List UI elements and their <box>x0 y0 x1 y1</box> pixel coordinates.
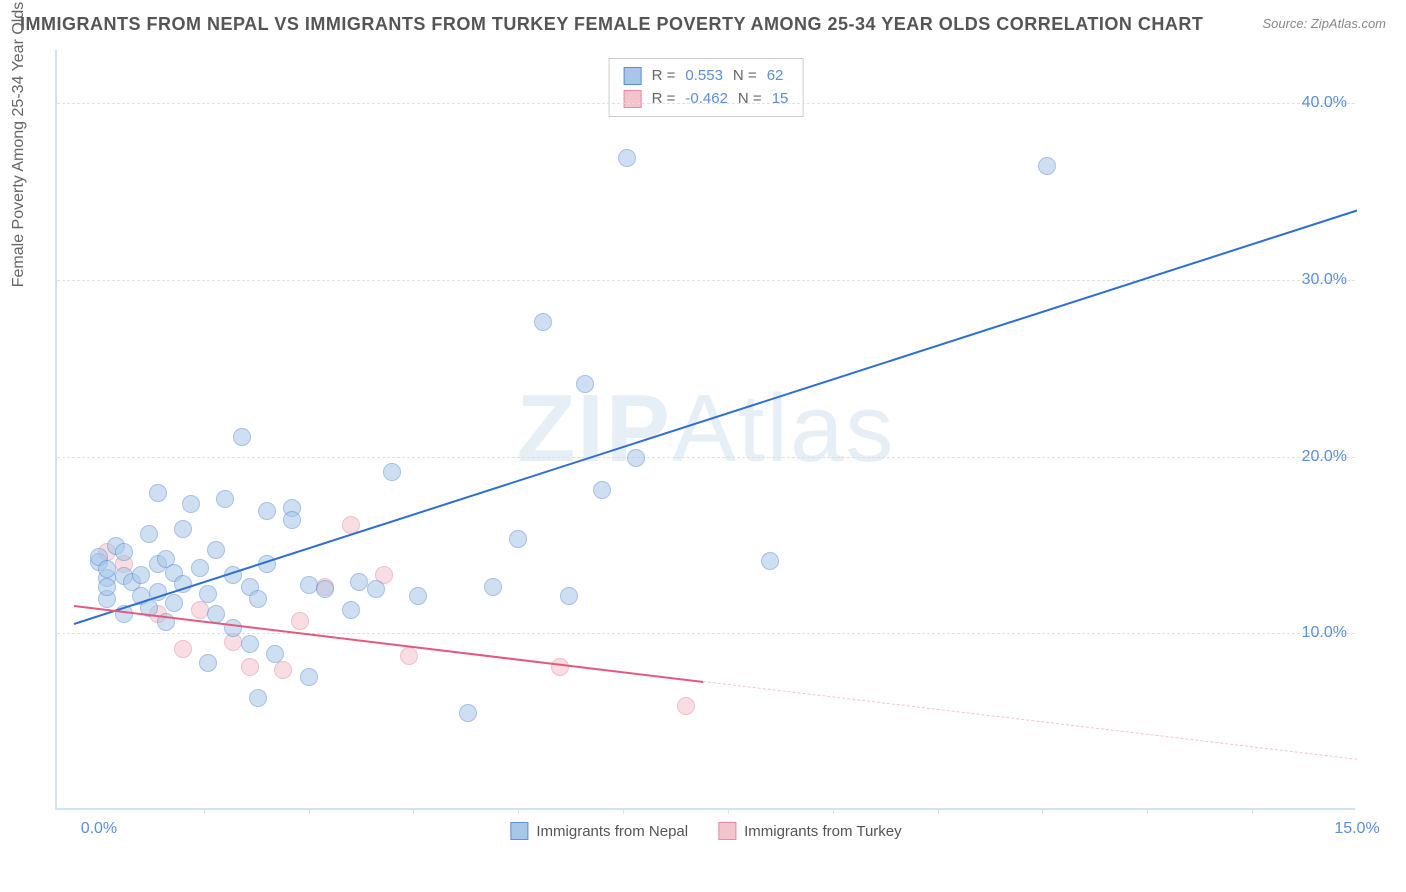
legend-swatch-nepal <box>624 67 642 85</box>
data-point-nepal <box>283 511 301 529</box>
x-tick <box>1147 808 1148 814</box>
data-point-nepal <box>576 375 594 393</box>
correlation-legend: R = 0.553 N = 62 R = -0.462 N = 15 <box>609 58 804 117</box>
y-tick-label: 10.0% <box>1302 624 1347 642</box>
legend-row-turkey: R = -0.462 N = 15 <box>624 88 789 111</box>
data-point-turkey <box>400 647 418 665</box>
legend-swatch-turkey-icon <box>718 822 736 840</box>
data-point-nepal <box>300 668 318 686</box>
data-point-nepal <box>115 543 133 561</box>
data-point-nepal <box>140 525 158 543</box>
n-label: N = <box>733 65 757 88</box>
n-label: N = <box>738 88 762 111</box>
data-point-turkey <box>241 658 259 676</box>
data-point-nepal <box>207 541 225 559</box>
y-axis-label: Female Poverty Among 25-34 Year Olds <box>10 2 28 288</box>
y-tick-label: 40.0% <box>1302 94 1347 112</box>
data-point-nepal <box>509 530 527 548</box>
gridline <box>57 457 1355 458</box>
legend-label-turkey: Immigrants from Turkey <box>744 823 902 840</box>
data-point-nepal <box>207 605 225 623</box>
trend-line <box>73 209 1357 624</box>
data-point-nepal <box>316 580 334 598</box>
data-point-nepal <box>761 552 779 570</box>
data-point-turkey <box>677 697 695 715</box>
x-tick <box>413 808 414 814</box>
legend-row-nepal: R = 0.553 N = 62 <box>624 65 789 88</box>
x-tick-label: 15.0% <box>1334 820 1379 838</box>
x-tick <box>833 808 834 814</box>
data-point-nepal <box>484 578 502 596</box>
watermark-bold: ZIP <box>517 375 672 482</box>
x-tick <box>518 808 519 814</box>
n-value-nepal: 62 <box>767 65 784 88</box>
data-point-nepal <box>249 689 267 707</box>
gridline <box>57 103 1355 104</box>
data-point-nepal <box>459 704 477 722</box>
gridline <box>57 280 1355 281</box>
data-point-nepal <box>1038 157 1056 175</box>
data-point-turkey <box>191 601 209 619</box>
r-label: R = <box>652 65 676 88</box>
legend-label-nepal: Immigrants from Nepal <box>536 823 688 840</box>
data-point-nepal <box>342 601 360 619</box>
x-tick <box>1042 808 1043 814</box>
data-point-nepal <box>241 635 259 653</box>
data-point-nepal <box>199 654 217 672</box>
x-tick <box>1252 808 1253 814</box>
data-point-nepal <box>216 490 234 508</box>
data-point-nepal <box>383 463 401 481</box>
data-point-nepal <box>593 481 611 499</box>
y-tick-label: 20.0% <box>1302 448 1347 466</box>
data-point-nepal <box>182 495 200 513</box>
r-value-nepal: 0.553 <box>685 65 723 88</box>
series-legend: Immigrants from Nepal Immigrants from Tu… <box>510 822 901 840</box>
data-point-nepal <box>258 502 276 520</box>
data-point-nepal <box>409 587 427 605</box>
data-point-nepal <box>98 560 116 578</box>
chart-title: IMMIGRANTS FROM NEPAL VS IMMIGRANTS FROM… <box>20 14 1203 35</box>
data-point-nepal <box>560 587 578 605</box>
data-point-nepal <box>165 594 183 612</box>
legend-swatch-turkey <box>624 90 642 108</box>
y-tick-label: 30.0% <box>1302 271 1347 289</box>
x-tick <box>938 808 939 814</box>
data-point-nepal <box>367 580 385 598</box>
data-point-nepal <box>300 576 318 594</box>
data-point-nepal <box>149 484 167 502</box>
data-point-nepal <box>174 520 192 538</box>
legend-item-nepal: Immigrants from Nepal <box>510 822 688 840</box>
data-point-nepal <box>199 585 217 603</box>
data-point-nepal <box>350 573 368 591</box>
source-label: Source: ZipAtlas.com <box>1262 16 1386 31</box>
data-point-nepal <box>98 578 116 596</box>
data-point-turkey <box>274 661 292 679</box>
x-tick <box>204 808 205 814</box>
scatter-plot: ZIPAtlas R = 0.553 N = 62 R = -0.462 N =… <box>55 50 1355 810</box>
trend-line <box>74 605 703 683</box>
data-point-nepal <box>266 645 284 663</box>
data-point-nepal <box>132 566 150 584</box>
legend-item-turkey: Immigrants from Turkey <box>718 822 902 840</box>
legend-swatch-nepal-icon <box>510 822 528 840</box>
data-point-nepal <box>233 428 251 446</box>
data-point-nepal <box>224 619 242 637</box>
trend-line <box>703 681 1357 760</box>
x-tick <box>728 808 729 814</box>
r-value-turkey: -0.462 <box>685 88 728 111</box>
data-point-nepal <box>249 590 267 608</box>
data-point-nepal <box>191 559 209 577</box>
watermark-light: Atlas <box>672 375 895 482</box>
data-point-nepal <box>627 449 645 467</box>
data-point-nepal <box>618 149 636 167</box>
watermark-text: ZIPAtlas <box>517 374 896 484</box>
x-tick <box>309 808 310 814</box>
r-label: R = <box>652 88 676 111</box>
x-tick <box>623 808 624 814</box>
data-point-turkey <box>174 640 192 658</box>
data-point-turkey <box>291 612 309 630</box>
n-value-turkey: 15 <box>772 88 789 111</box>
data-point-nepal <box>534 313 552 331</box>
x-tick-label: 0.0% <box>81 820 117 838</box>
